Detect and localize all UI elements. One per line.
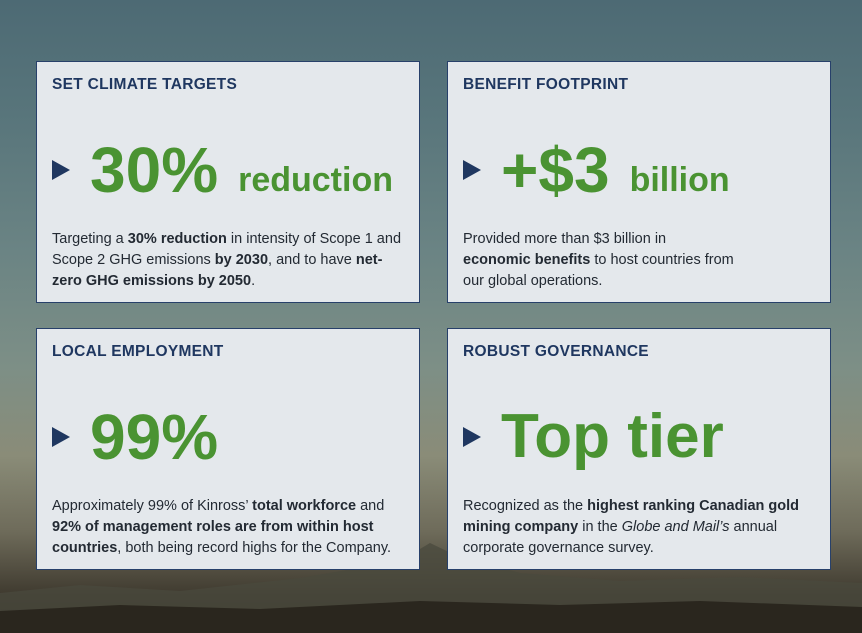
- card-title: LOCAL EMPLOYMENT: [52, 343, 224, 360]
- card-description: Provided more than $3 billion in economi…: [463, 231, 734, 289]
- card-title: ROBUST GOVERNANCE: [463, 343, 649, 360]
- card-title: BENEFIT FOOTPRINT: [463, 76, 629, 93]
- card-description: Approximately 99% of Kinross’ total work…: [52, 498, 392, 556]
- metric-value: +$3: [501, 134, 610, 206]
- card-description: Targeting a 30% reduction in intensity o…: [52, 231, 402, 289]
- metric-value: Top tier: [501, 402, 724, 471]
- metric-unit: billion: [629, 160, 730, 199]
- metric-value: 99%: [90, 401, 219, 473]
- triangle-arrow-icon: [52, 427, 70, 447]
- metric-row: +$3 billion: [463, 132, 730, 208]
- card-climate-targets: SET CLIMATE TARGETS 30% reduction Target…: [36, 61, 420, 303]
- triangle-arrow-icon: [52, 160, 70, 180]
- metric-row: Top tier: [463, 399, 724, 475]
- metric-row: 99%: [52, 399, 218, 475]
- metric-value: 30%: [90, 134, 219, 206]
- metric-row: 30% reduction: [52, 132, 393, 208]
- card-description: Recognized as the highest ranking Canadi…: [463, 498, 800, 556]
- card-local-employment: LOCAL EMPLOYMENT 99% Approximately 99% o…: [36, 328, 420, 570]
- background-landscape: [0, 543, 862, 633]
- metric-unit: reduction: [238, 160, 393, 199]
- card-robust-governance: ROBUST GOVERNANCE Top tier Recognized as…: [447, 328, 831, 570]
- card-benefit-footprint: BENEFIT FOOTPRINT +$3 billion Provided m…: [447, 61, 831, 303]
- card-title: SET CLIMATE TARGETS: [52, 76, 238, 93]
- triangle-arrow-icon: [463, 160, 481, 180]
- triangle-arrow-icon: [463, 427, 481, 447]
